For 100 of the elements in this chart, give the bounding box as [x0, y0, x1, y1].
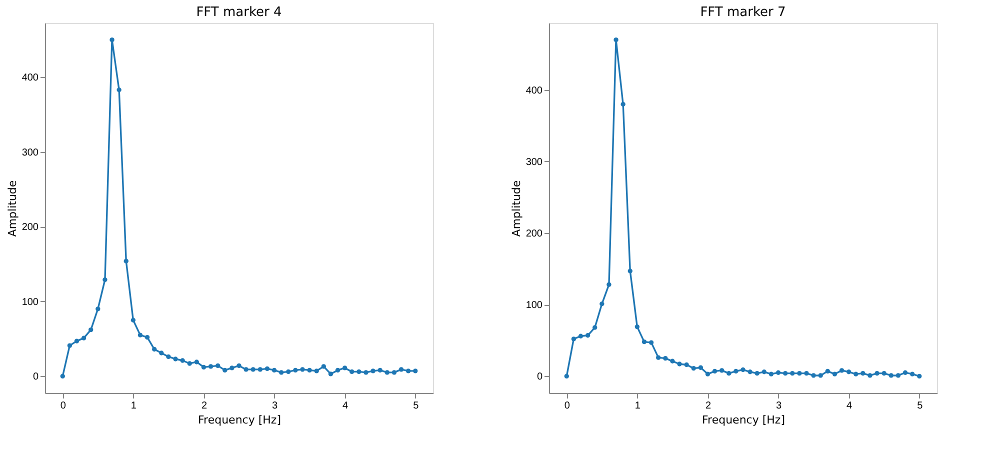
point: [236, 363, 242, 368]
point: [392, 370, 397, 375]
point: [328, 372, 334, 376]
point: [740, 367, 746, 372]
point: [321, 364, 326, 369]
point: [314, 368, 319, 374]
point: [874, 370, 880, 376]
point: [138, 332, 143, 338]
x-tick-label: 5: [413, 400, 420, 412]
point: [102, 277, 108, 282]
point: [684, 362, 689, 368]
point: [888, 373, 894, 378]
point: [762, 370, 767, 374]
point: [818, 373, 823, 378]
point: [564, 374, 569, 379]
y-tick-label: 200: [22, 222, 39, 234]
point: [110, 37, 114, 42]
point: [896, 373, 901, 378]
point: [250, 367, 256, 372]
point: [152, 346, 157, 352]
point: [335, 368, 340, 373]
point: [342, 366, 348, 370]
point: [74, 338, 80, 344]
point: [726, 370, 732, 376]
point: [571, 336, 576, 342]
point: [910, 372, 915, 376]
point: [67, 343, 72, 348]
point: [634, 324, 640, 330]
x-tick-label: 4: [342, 400, 349, 412]
point: [811, 373, 816, 378]
point: [144, 334, 150, 340]
point: [698, 365, 704, 370]
point: [600, 302, 604, 306]
point: [882, 370, 886, 376]
point: [201, 364, 206, 370]
point: [166, 354, 171, 360]
point: [96, 306, 100, 312]
x-axis-title: Frequency [Hz]: [198, 414, 281, 426]
point: [705, 372, 710, 376]
point: [258, 367, 263, 372]
point: [384, 370, 390, 375]
point: [293, 368, 298, 373]
x-tick-label: 1: [634, 400, 641, 412]
point: [173, 356, 178, 362]
point: [782, 370, 788, 376]
point: [614, 37, 618, 42]
point: [356, 369, 362, 374]
point: [825, 368, 830, 374]
point: [656, 355, 661, 360]
point: [272, 368, 277, 373]
point: [208, 364, 214, 369]
point: [606, 282, 612, 287]
y-axis-title: Amplitude: [6, 180, 19, 237]
y-tick-label: 300: [526, 156, 543, 168]
point: [620, 102, 626, 107]
point: [578, 334, 584, 338]
point: [868, 373, 872, 378]
point: [60, 374, 65, 379]
point: [307, 368, 312, 373]
point: [670, 358, 675, 364]
point: [768, 372, 774, 376]
point: [230, 366, 234, 370]
point: [180, 358, 185, 363]
point: [585, 333, 590, 338]
point: [264, 366, 270, 372]
point: [846, 370, 852, 374]
y-tick-label: 400: [22, 72, 39, 84]
point: [592, 325, 598, 330]
x-tick-label: 4: [846, 400, 853, 412]
point: [748, 370, 752, 374]
point: [790, 370, 795, 376]
point: [648, 340, 654, 345]
chart-title: FFT marker 7: [700, 5, 786, 20]
point: [860, 370, 866, 376]
point: [663, 356, 668, 361]
point: [278, 370, 284, 375]
y-tick-label: 0: [32, 372, 39, 383]
x-axis-title: Frequency [Hz]: [702, 414, 785, 426]
y-tick-label: 100: [22, 296, 39, 308]
point: [691, 366, 696, 371]
point: [839, 368, 844, 373]
point: [754, 370, 760, 376]
point: [88, 328, 94, 332]
point: [300, 367, 305, 372]
y-axis-title: Amplitude: [510, 180, 523, 237]
point: [286, 369, 291, 374]
x-tick-label: 3: [776, 400, 782, 412]
point: [222, 368, 228, 373]
point: [398, 367, 404, 372]
point: [902, 370, 908, 375]
x-tick-label: 2: [201, 400, 208, 412]
x-tick-label: 0: [60, 400, 66, 412]
point: [81, 336, 86, 340]
point: [350, 369, 354, 374]
point: [378, 368, 382, 373]
x-tick-label: 3: [272, 400, 278, 412]
y-tick-label: 0: [536, 372, 543, 383]
point: [244, 367, 248, 372]
y-tick-label: 200: [526, 228, 543, 240]
point: [804, 370, 809, 376]
